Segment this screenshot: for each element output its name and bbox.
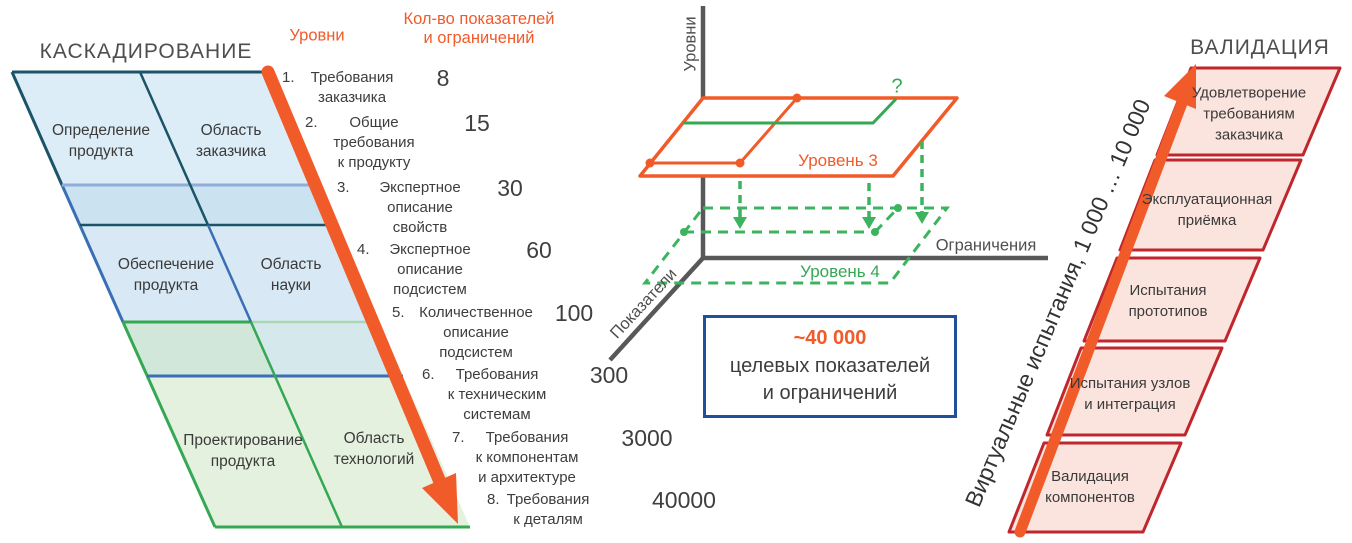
axes-3d-diagram: [608, 6, 1048, 362]
projection-arrows: [738, 141, 924, 217]
level-item-number: 4.: [357, 241, 370, 258]
level-item-value: 15: [464, 110, 490, 136]
level4-node-dot: [680, 228, 688, 236]
level3-green-trace: [684, 97, 898, 125]
level-item-label: Требования к компонентам и архитектуре: [475, 429, 579, 486]
cell-product-definition: Определение продукта: [51, 122, 151, 160]
level-item-label: Требования к техническим системам: [447, 366, 547, 423]
question-mark: ?: [891, 75, 903, 98]
validation-box-label-2: Эксплуатационная приёмка: [1141, 191, 1273, 229]
target-count-caption: целевых показателей и ограничений: [729, 355, 931, 404]
cascading-diagram: [10, 65, 470, 529]
validation-box-shape-3: [1082, 256, 1262, 343]
level-item-number: 5.: [392, 304, 405, 321]
level4-node-dot: [871, 228, 879, 236]
cell-product-design: Проектирование продукта: [183, 432, 303, 470]
validation-box-label-4: Испытания узлов и интеграция: [1069, 375, 1191, 413]
validation-box-label-1: Удовлетворение требованиям заказчика: [1191, 84, 1307, 144]
edge-left-blue: [60, 184, 125, 323]
level3-node-dot: [735, 158, 745, 168]
level-item-number: 8.: [487, 491, 500, 508]
level-item-number: 6.: [422, 366, 435, 383]
axis-indicators: [608, 256, 705, 362]
validation-box-shape-4: [1045, 346, 1224, 437]
edge-left-green: [121, 321, 217, 528]
validation-arrow-shaft: [1014, 97, 1188, 538]
level4-label: Уровень 4: [800, 262, 880, 281]
level-item-label: Общие требования к продукту: [333, 114, 415, 171]
projection-arrowhead: [862, 217, 876, 229]
level4-outline: [641, 206, 951, 285]
band-science-tech-overlap-left: [123, 322, 275, 376]
level-item-value: 100: [554, 300, 594, 326]
cascade-arrow-head: [422, 473, 458, 524]
band-science-tech-overlap-right: [251, 322, 403, 376]
edge-left-teal: [10, 71, 64, 186]
validation-title: ВАЛИДАЦИЯ: [1190, 36, 1330, 59]
level3-label: Уровень 3: [798, 151, 878, 170]
level-item-number: 3.: [337, 179, 350, 196]
x-axis-label: Ограничения: [935, 236, 1037, 255]
cascade-arrow-shaft: [261, 65, 447, 489]
level3-grid-slant: [738, 97, 799, 164]
level-item-value: 60: [526, 237, 552, 263]
cell-science-domain: Область науки: [260, 256, 322, 294]
validation-box-label-5: Валидация компонентов: [1045, 468, 1135, 506]
validation-box-shape-5: [1007, 441, 1183, 534]
validation-arrow-head: [1164, 64, 1196, 109]
level-item-number: 2.: [305, 114, 318, 131]
cascading-title: КАСКАДИРОВАНИЕ: [39, 40, 253, 63]
level-item-value: 8: [436, 65, 450, 91]
validation-box-label-3: Испытания прототипов: [1128, 282, 1208, 320]
level-item-number: 1.: [282, 69, 295, 86]
level-item-label: Экспертное описание свойств: [379, 179, 461, 236]
validation-diagram: [1007, 64, 1342, 538]
divider-blue: [206, 224, 253, 323]
levels-column-header: Уровни: [289, 26, 345, 45]
validation-box-shape-2: [1118, 158, 1303, 252]
level-item-value: 300: [589, 362, 629, 388]
level-item-label: Экспертное описание подсистем: [389, 241, 471, 298]
level3-node-dot: [645, 158, 655, 168]
level-item-label: Требования к деталям: [506, 491, 590, 528]
target-count-value: ~40 000: [793, 327, 867, 349]
counts-column-header: Кол-во показателей и ограничений: [403, 10, 555, 47]
level4-node-dot: [894, 204, 902, 212]
level-item-number: 7.: [452, 429, 465, 446]
cell-technology-domain: Область технологий: [333, 430, 415, 468]
projection-arrowhead: [915, 212, 929, 224]
projection-arrowhead: [733, 217, 747, 229]
level4-grid-slant: [873, 206, 900, 234]
level-item-value: 30: [497, 175, 523, 201]
level-item-label: Требования заказчика: [310, 69, 394, 106]
cell-product-support: Обеспечение продукта: [117, 256, 215, 294]
level3-node-dot: [792, 93, 802, 103]
target-count-box: ~40 000 целевых показателей и ограничени…: [703, 315, 957, 418]
level-item-value: 3000: [621, 425, 673, 451]
divider-teal: [138, 71, 210, 226]
level-item-label: Количественное описание подсистем: [419, 304, 533, 361]
level4-plane-dashed: [641, 206, 951, 285]
y-axis-label: Уровни: [681, 16, 700, 72]
cell-customer-domain: Область заказчика: [195, 122, 267, 160]
divider-green: [249, 321, 344, 528]
level-item-value: 40000: [652, 487, 716, 513]
